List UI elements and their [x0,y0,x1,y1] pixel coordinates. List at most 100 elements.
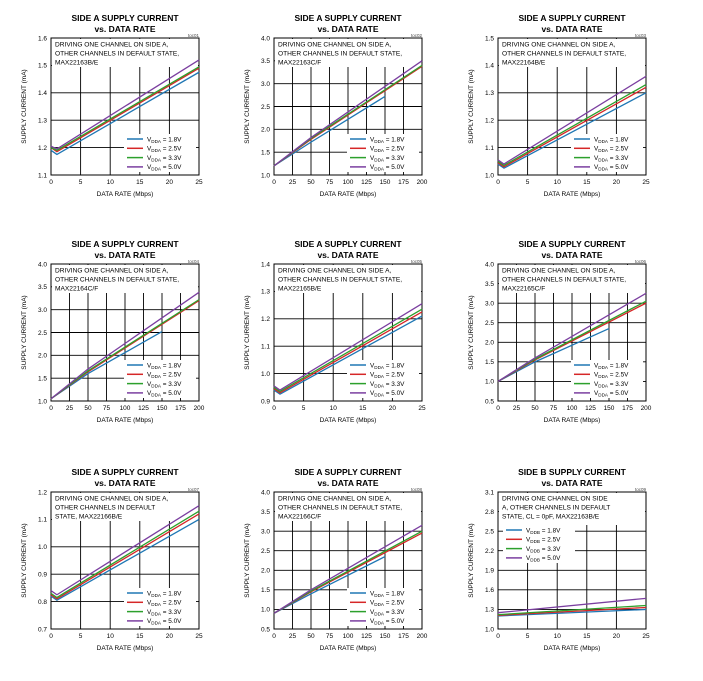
annotation-line: STATE, CL = 0pF, MAX22163B/E [502,514,600,521]
legend-equals: = [384,146,391,153]
series-line-5.0V [273,524,423,614]
series-line-5.0V [497,597,647,614]
annotation-background [52,39,198,67]
legend-background [571,360,643,398]
y-tick-label: 1.4 [261,261,270,268]
figure-tag: toc01 [188,33,200,38]
x-tick-label: 75 [550,405,558,412]
x-tick-label: 175 [398,179,409,186]
legend-equals: = [161,381,168,388]
legend-v: V [147,362,152,369]
series-line-3.3V [273,308,423,393]
legend-v: V [370,136,375,143]
series-line-5.0V [497,75,647,165]
legend-value: 5.0V [168,164,182,171]
plot-frame [273,263,423,402]
legend-v: V [147,381,152,388]
y-tick-label: 1.5 [261,587,270,594]
y-axis-label: SUPPLY CURRENT (mA) [468,69,475,143]
y-tick-label: 1.6 [38,35,47,42]
chart-subtitle: vs. DATA RATE [94,478,155,488]
y-axis-label: SUPPLY CURRENT (mA) [244,523,251,597]
y-tick-label: 2.5 [485,320,494,327]
x-axis-label: DATA RATE (Mbps) [544,645,601,652]
legend-background [347,134,419,172]
y-tick-label: 1.0 [485,379,494,386]
legend-v: V [370,618,375,625]
legend-entry: VDDA = 1.8V [147,362,182,370]
legend-subscript: DDB [530,548,540,553]
x-tick-label: 150 [157,405,168,412]
legend-entry: VDDA = 1.8V [147,136,182,144]
x-tick-label: 150 [380,633,391,640]
y-tick-label: 1.2 [38,489,47,496]
legend-value: 5.0V [391,164,405,171]
y-axis-label: SUPPLY CURRENT (mA) [244,295,251,369]
x-tick-label: 15 [136,633,144,640]
legend-entry: VDDA = 3.3V [147,609,182,617]
legend-subscript: DDA [598,139,609,144]
series-line-3.3V [497,604,647,616]
legend-subscript: DDA [374,374,385,379]
y-tick-label: 4.0 [261,35,270,42]
legend-equals: = [384,609,391,616]
legend-value: 5.0V [168,390,182,397]
x-tick-label: 200 [417,633,428,640]
legend-subscript: DDA [151,611,162,616]
y-tick-label: 2.8 [485,509,494,516]
legend-background [503,525,575,563]
legend-value: 1.8V [547,527,561,534]
y-tick-label: 1.3 [261,289,270,296]
series-line-5.0V [273,60,423,167]
x-tick-label: 125 [585,405,596,412]
legend-entry: VDDA = 3.3V [370,381,405,389]
legend-subscript: DDA [151,139,162,144]
y-tick-label: 1.0 [261,371,270,378]
annotation-line: MAX22165B/E [278,286,322,293]
annotation-line: OTHER CHANNELS IN DEFAULT STATE, [278,51,402,58]
legend-subscript: DDA [598,374,609,379]
x-tick-label: 5 [526,633,530,640]
series-line-2.5V [273,311,423,394]
x-tick-label: 200 [417,179,428,186]
y-tick-label: 2.0 [485,340,494,347]
y-tick-label: 2.5 [38,330,47,337]
legend-subscript: DDA [374,139,385,144]
legend-subscript: DDA [374,621,385,626]
legend-v: V [594,155,599,162]
legend-background [347,360,419,398]
legend-equals: = [384,164,391,171]
legend-entry: VDDA = 2.5V [147,146,182,154]
legend-background [124,134,196,172]
y-tick-label: 1.1 [38,517,47,524]
x-axis-label: DATA RATE (Mbps) [544,191,601,198]
legend-v: V [594,164,599,171]
y-tick-label: 3.1 [485,489,494,496]
legend-value: 2.5V [615,146,629,153]
annotation-line: OTHER CHANNELS IN DEFAULT [55,505,155,512]
annotation-line: MAX22166C/F [278,514,321,521]
legend-equals: = [161,372,168,379]
legend-entry: VDDA = 2.5V [147,372,182,380]
legend-equals: = [384,136,391,143]
annotation-line: MAX22163B/E [55,60,99,67]
y-tick-label: 1.1 [261,344,270,351]
y-tick-label: 1.5 [261,149,270,156]
legend-entry: VDDB = 2.5V [526,537,561,545]
legend-background [124,360,196,398]
legend-value: 1.8V [615,136,629,143]
y-tick-label: 1.1 [38,172,47,179]
plot-frame [50,37,200,176]
legend-subscript: DDA [374,593,385,598]
legend-entry: VDDA = 2.5V [370,600,405,608]
legend-entry: VDDA = 5.0V [370,390,405,398]
legend-value: 2.5V [547,537,561,544]
legend-subscript: DDA [374,157,385,162]
y-tick-label: 0.9 [38,572,47,579]
x-tick-label: 200 [641,405,652,412]
legend-entry: VDDA = 1.8V [594,362,629,370]
annotation-line: DRIVING ONE CHANNEL ON SIDE A, [55,268,169,275]
legend-equals: = [540,555,547,562]
